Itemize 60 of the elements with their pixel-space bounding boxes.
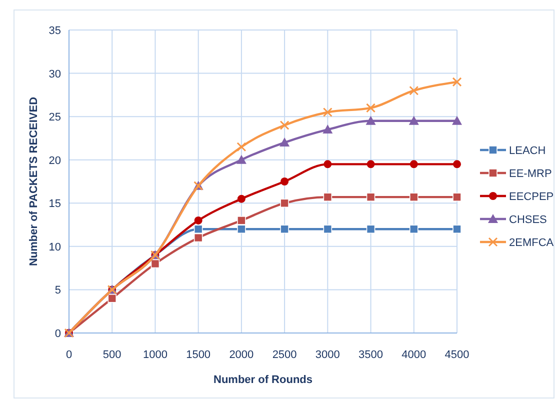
point [409, 224, 418, 234]
point [452, 77, 462, 87]
point [323, 192, 332, 202]
legend-label: LEACH [509, 145, 546, 157]
point [194, 216, 202, 224]
point [453, 160, 461, 168]
point [409, 192, 418, 202]
y-tick-label: 0 [54, 328, 61, 340]
point [236, 142, 246, 152]
legend-label: EECPEP [509, 191, 554, 203]
point [237, 216, 246, 225]
point [150, 259, 160, 268]
point [408, 116, 419, 125]
point [194, 224, 203, 234]
point [366, 160, 375, 168]
point [366, 224, 376, 234]
point [409, 86, 419, 96]
y-tick-label: 20 [48, 154, 61, 167]
x-axis-title: Number of Rounds [214, 374, 312, 386]
legend-label: 2EMFCA [509, 237, 554, 249]
legend-label: EE-MRP [509, 168, 552, 180]
point [237, 194, 246, 203]
point [410, 160, 418, 168]
point [236, 154, 246, 164]
point [452, 192, 462, 202]
point [280, 178, 289, 186]
x-tick-label: 1500 [186, 349, 211, 361]
x-tick-label: 2000 [229, 349, 254, 361]
x-tick-label: 1000 [142, 349, 168, 361]
y-tick-label: 5 [54, 284, 61, 297]
point [452, 116, 462, 125]
point [366, 192, 376, 202]
point [366, 103, 376, 113]
point [237, 224, 246, 234]
x-tick-label: 3500 [358, 349, 384, 361]
y-axis-title: Number of PACKETS RECEIVED [28, 96, 40, 266]
x-tick-label: 2500 [272, 349, 297, 361]
x-tick-label: 500 [102, 349, 122, 361]
y-tick-label: 10 [48, 241, 61, 254]
point [280, 224, 289, 234]
point [108, 294, 117, 303]
point [194, 233, 203, 242]
point [366, 116, 376, 125]
point [323, 224, 332, 234]
x-tick-label: 0 [66, 349, 72, 361]
x-tick-label: 4500 [444, 349, 470, 361]
point [280, 120, 290, 130]
point [324, 160, 332, 168]
point [280, 198, 289, 208]
y-tick-label: 35 [48, 25, 61, 37]
x-tick-label: 4000 [402, 349, 426, 361]
x-tick-label: 3000 [315, 349, 340, 361]
y-tick-label: 30 [48, 68, 61, 80]
y-tick-label: 25 [48, 112, 61, 124]
point [452, 224, 462, 234]
point [280, 138, 290, 147]
point [322, 124, 333, 134]
point [322, 107, 332, 117]
legend-label: CHSES [509, 214, 547, 226]
y-tick-label: 15 [48, 198, 61, 210]
